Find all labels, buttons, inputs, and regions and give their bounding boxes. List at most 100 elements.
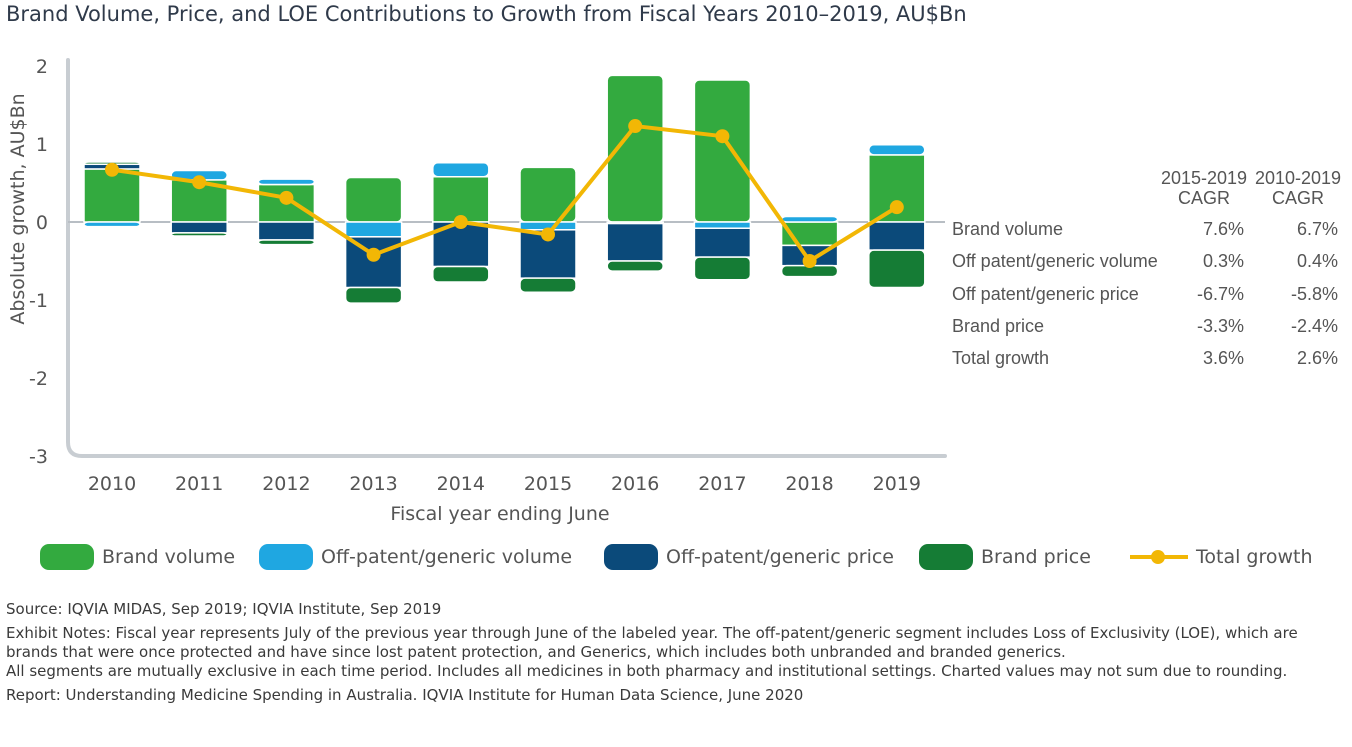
legend-label: Off-patent/generic volume xyxy=(321,546,573,568)
x-tick-label: 2011 xyxy=(175,473,223,495)
x-tick-label: 2012 xyxy=(262,473,310,495)
bar-segment-brand-volume xyxy=(83,168,141,223)
bar-segment-offpatent-volume xyxy=(432,161,490,178)
y-tick-label: -3 xyxy=(29,446,48,468)
cagr-value-2010-2019: 6.7% xyxy=(1296,219,1338,239)
bar-segment-offpatent-price xyxy=(170,221,228,234)
cagr-value-2010-2019: 0.4% xyxy=(1296,251,1338,271)
total-growth-point xyxy=(105,162,119,177)
cagr-header-period: 2010-2019 xyxy=(1254,168,1342,188)
x-tick-label: 2014 xyxy=(437,473,485,495)
total-growth-point xyxy=(453,215,468,229)
axis-labels: 2 1 0 -1 -2 -3 Absolute growth, AU$Bn 2010 2011 2… xyxy=(7,56,921,525)
bar-segment-brand-volume xyxy=(693,79,752,223)
chart-legend: Brand volume Off-patent/generic volume O… xyxy=(40,541,1340,573)
bar-segment-brand-volume xyxy=(519,166,577,223)
cagr-value-2015-2019: -3.3% xyxy=(1196,316,1244,336)
total-growth-point xyxy=(279,190,294,205)
bar-segment-offpatent-price xyxy=(257,221,316,241)
legend-item-total-growth: Total growth xyxy=(1130,541,1313,573)
cagr-row-label: Brand volume xyxy=(952,219,1064,239)
legend-swatch-offpatent-price xyxy=(604,544,658,570)
x-tick-label: 2015 xyxy=(524,473,572,495)
legend-item-offpatent-price: Off-patent/generic price xyxy=(604,541,894,573)
cagr-value-2010-2019: 2.6% xyxy=(1296,348,1338,368)
chart-bars xyxy=(83,74,926,304)
bar-segment-offpatent-volume xyxy=(868,144,926,156)
bar-chart: 2 1 0 -1 -2 -3 Absolute growth, AU$Bn 2010 2011 2… xyxy=(7,56,947,525)
total-growth-point xyxy=(715,129,730,144)
exhibit-note: Exhibit Notes: Fiscal year represents Ju… xyxy=(6,624,1298,661)
bar-segment-offpatent-volume xyxy=(780,215,839,223)
x-tick-label: 2010 xyxy=(88,473,136,495)
legend-label: Brand price xyxy=(981,546,1091,568)
source-note: Source: IQVIA MIDAS, Sep 2019; IQVIA Ins… xyxy=(6,600,442,618)
legend-item-offpatent-volume: Off-patent/generic volume xyxy=(259,541,572,573)
y-tick-label: -1 xyxy=(29,290,48,312)
total-growth-point xyxy=(802,254,817,268)
chart-title: Brand Volume, Price, and LOE Contributio… xyxy=(6,2,967,26)
chart-notes: Source: IQVIA MIDAS, Sep 2019; IQVIA Ins… xyxy=(6,600,1346,705)
x-tick-label: 2019 xyxy=(873,473,921,495)
cagr-header-period: 2015-2019 xyxy=(1160,168,1248,188)
total-growth-point xyxy=(192,175,207,190)
cagr-value-2015-2019: -6.7% xyxy=(1196,284,1244,304)
bar-segment-brand-price xyxy=(344,286,403,304)
bar-segment-offpatent-volume xyxy=(83,221,141,228)
bar-segment-brand-price xyxy=(606,260,664,272)
cagr-row-label: Off patent/generic price xyxy=(952,284,1139,304)
x-tick-label: 2016 xyxy=(611,473,659,495)
bar-segment-offpatent-price xyxy=(606,222,664,262)
cagr-row-label: Brand price xyxy=(952,316,1045,336)
y-tick-label: -2 xyxy=(29,368,48,390)
legend-label: Brand volume xyxy=(102,546,236,568)
total-growth-point xyxy=(628,119,643,134)
x-axis-title: Fiscal year ending June xyxy=(390,503,609,525)
bar-segment-brand-price xyxy=(257,239,316,246)
x-tick-label: 2018 xyxy=(785,473,833,495)
cagr-value-2010-2019: -5.8% xyxy=(1290,284,1338,304)
total-growth-point xyxy=(541,227,555,242)
segments-note: All segments are mutually exclusive in e… xyxy=(6,662,1288,680)
y-axis-title: Absolute growth, AU$Bn xyxy=(7,93,29,324)
cagr-header-metric: CAGR xyxy=(1177,188,1230,208)
cagr-header-2010-2019: 2010-2019 CAGR xyxy=(1243,168,1352,208)
legend-item-brand-volume: Brand volume xyxy=(40,541,235,573)
total-growth-point xyxy=(366,247,381,262)
cagr-value-2015-2019: 7.6% xyxy=(1202,219,1244,239)
bar-segment-offpatent-volume xyxy=(344,221,403,238)
cagr-row-label: Off patent/generic volume xyxy=(952,251,1158,271)
legend-swatch-brand-price xyxy=(919,544,973,570)
legend-label: Off-patent/generic price xyxy=(666,546,894,568)
axis-frame xyxy=(66,58,947,458)
legend-item-brand-price: Brand price xyxy=(919,541,1091,573)
bar-segment-brand-price xyxy=(868,249,926,289)
bar-segment-offpatent-price xyxy=(868,221,926,251)
bar-segment-brand-volume xyxy=(344,176,403,223)
legend-swatch-brand-volume xyxy=(40,544,94,570)
bar-segment-offpatent-volume xyxy=(693,221,752,229)
bar-segment-offpatent-volume xyxy=(257,178,316,186)
cagr-header-metric: CAGR xyxy=(1271,188,1324,208)
y-tick-label: 1 xyxy=(36,134,48,156)
legend-swatch-total-growth xyxy=(1130,544,1188,570)
x-tick-label: 2013 xyxy=(349,473,397,495)
cagr-value-2015-2019: 0.3% xyxy=(1202,251,1244,271)
legend-swatch-offpatent-volume xyxy=(259,544,313,570)
legend-label: Total growth xyxy=(1196,546,1313,568)
cagr-value-2015-2019: 3.6% xyxy=(1202,348,1244,368)
total-growth-polyline xyxy=(111,124,898,263)
total-growth-point xyxy=(889,200,904,215)
bar-segment-brand-price xyxy=(432,265,490,283)
cagr-header-2015-2019: 2015-2019 CAGR xyxy=(1149,168,1259,208)
report-note: Report: Understanding Medicine Spending … xyxy=(6,686,804,704)
bar-segment-brand-price xyxy=(519,277,577,293)
bar-segment-brand-price xyxy=(170,232,228,237)
y-tick-label: 0 xyxy=(36,212,48,234)
bar-segment-offpatent-price xyxy=(693,227,752,258)
x-tick-label: 2017 xyxy=(698,473,746,495)
cagr-row-label: Total growth xyxy=(952,348,1050,368)
bar-segment-offpatent-price xyxy=(344,236,403,289)
total-growth-line xyxy=(105,119,904,268)
y-tick-label: 2 xyxy=(36,56,48,78)
